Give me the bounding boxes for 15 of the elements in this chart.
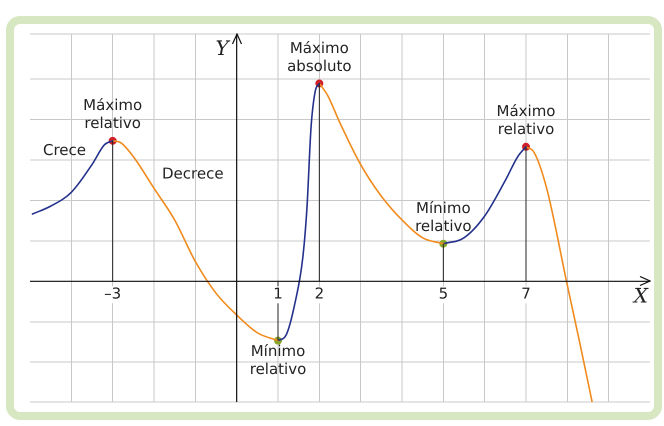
x-tick-label: 7 <box>521 284 531 303</box>
x-tick-label: –3 <box>104 284 122 303</box>
annotation: Máximo absoluto <box>287 38 352 75</box>
annotation: Mínimo relativo <box>415 199 472 236</box>
x-tick-label: 2 <box>314 284 324 303</box>
annotation: Máximo relativo <box>496 102 556 138</box>
series-label: Decrece <box>162 164 224 183</box>
annotation: Máximo relativo <box>83 96 142 132</box>
x-tick-label: 1 <box>273 284 283 303</box>
card-frame: Crece Decrece –3 1 2 5 7 X Y Máximo relativo Máximo absoluto Mínimo relativo Máximo relativo Mínimo relativo <box>6 16 662 420</box>
x-axis-title: X <box>632 284 649 308</box>
x-tick-label: 5 <box>438 284 448 303</box>
annotation: Mínimo relativo <box>250 342 306 378</box>
series-label: Crece <box>42 140 86 159</box>
y-axis-title: Y <box>215 36 230 60</box>
